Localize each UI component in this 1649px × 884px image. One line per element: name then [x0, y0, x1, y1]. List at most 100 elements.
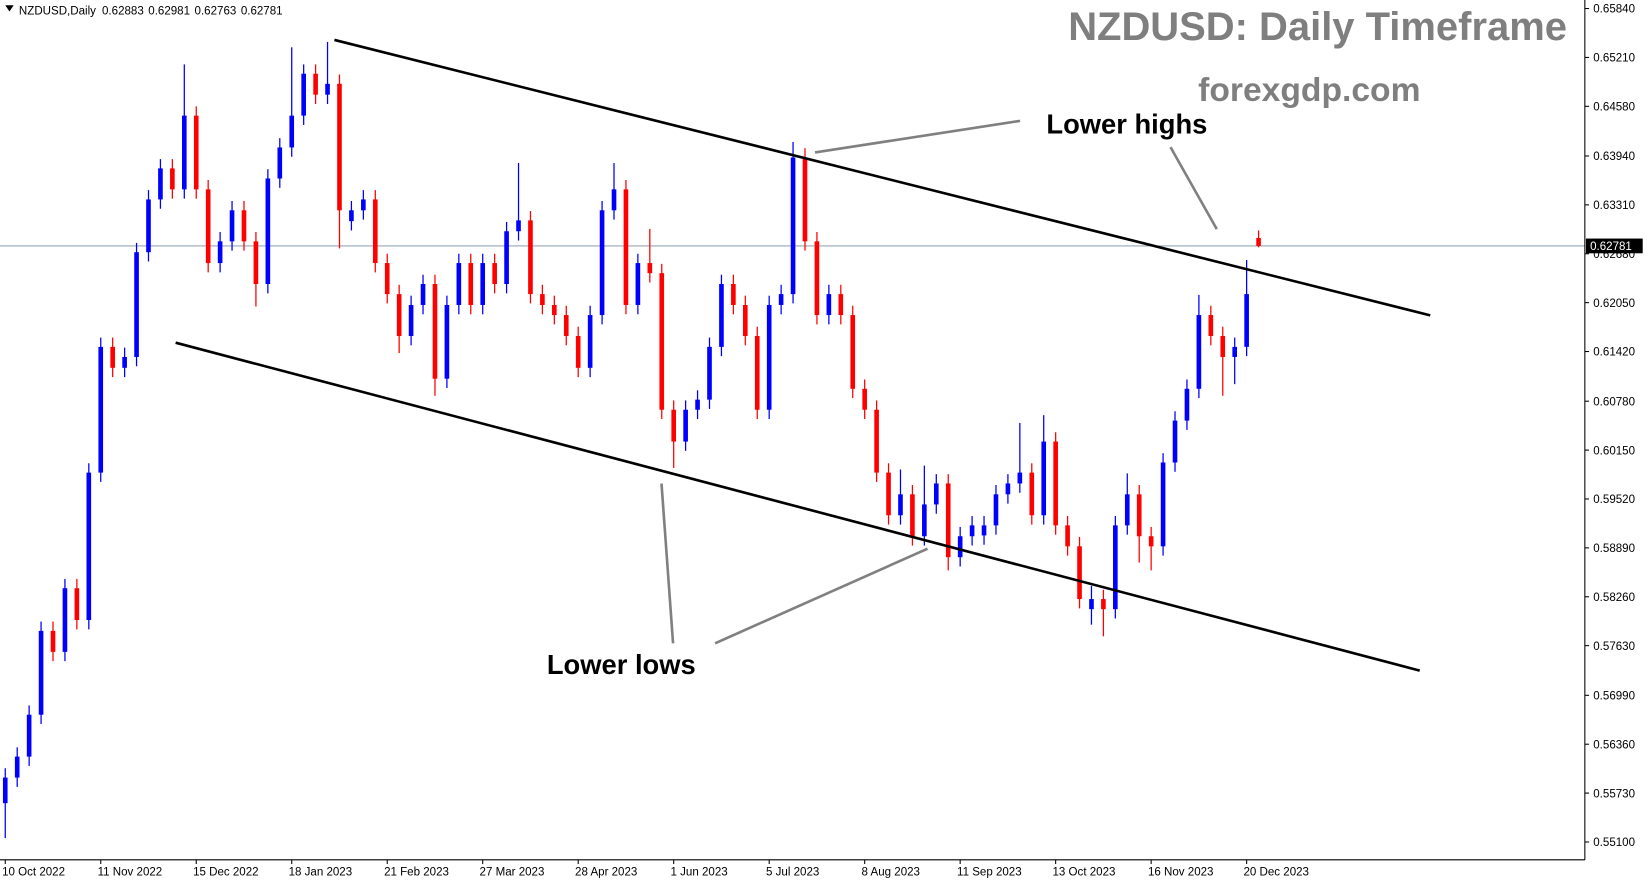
header-icon: [5, 5, 14, 12]
candle-body: [1089, 599, 1094, 610]
header-close: 0.62781: [241, 6, 283, 18]
x-tick-label: 11 Nov 2022: [98, 867, 163, 879]
candle-body: [862, 388, 867, 410]
candle-body: [349, 210, 354, 222]
candle-body: [158, 168, 163, 200]
candle-body: [253, 241, 259, 285]
x-tick-label: 27 Mar 2023: [480, 867, 545, 879]
candle-body: [945, 483, 951, 558]
y-tick-label: 0.57630: [1593, 641, 1635, 653]
candle-body: [1017, 472, 1023, 484]
candle-body: [1160, 462, 1166, 547]
candle-body: [325, 83, 330, 95]
symbol-label: NZDUSD,Daily: [19, 6, 96, 18]
candle-body: [26, 714, 32, 757]
upper-channel-line: [334, 38, 1431, 317]
candle-body: [874, 409, 879, 473]
y-tick-label: 0.65840: [1593, 4, 1635, 16]
candle-body: [38, 630, 44, 715]
candle-body: [170, 168, 175, 190]
candle-body: [754, 336, 760, 410]
header-open: 0.62883: [102, 6, 144, 18]
y-tick-label: 0.58260: [1593, 592, 1635, 604]
x-tick-label: 11 Sep 2023: [957, 867, 1022, 879]
header-high: 0.62981: [148, 6, 190, 18]
candle-body: [647, 263, 653, 274]
candle-body: [802, 157, 808, 242]
y-tick-label: 0.58890: [1593, 543, 1635, 555]
candle-body: [181, 115, 187, 190]
x-tick-label: 28 Apr 2023: [575, 867, 637, 879]
x-tick-label: 8 Aug 2023: [862, 867, 920, 879]
y-tick-label: 0.65210: [1593, 53, 1635, 65]
candle-body: [14, 756, 20, 778]
candle-body: [1256, 238, 1261, 246]
candle-body: [1101, 599, 1106, 610]
x-tick-label: 5 Jul 2023: [766, 867, 819, 879]
x-tick-label: 1 Jun 2023: [671, 867, 728, 879]
x-tick-label: 10 Oct 2022: [2, 867, 65, 879]
y-tick-label: 0.62050: [1593, 298, 1635, 310]
candle-body: [922, 504, 927, 537]
candle-body: [193, 115, 199, 190]
candle-body: [635, 263, 641, 305]
candle-body: [265, 178, 271, 285]
candle-body: [241, 210, 247, 242]
candle-body: [384, 263, 390, 295]
candle-body: [444, 304, 450, 379]
candle-body: [528, 220, 533, 295]
candle-body: [492, 263, 497, 285]
candle-body: [993, 494, 999, 526]
candle-body: [790, 157, 796, 295]
candle-body: [1053, 441, 1058, 526]
candle-body: [850, 315, 856, 389]
candle-body: [1065, 525, 1070, 547]
y-tick-label: 0.60150: [1593, 445, 1635, 457]
annotation: Lower lows: [547, 649, 696, 680]
y-tick-label: 0.56990: [1593, 691, 1635, 703]
candle-body: [1005, 483, 1011, 495]
candle-body: [1172, 420, 1178, 463]
candle-body: [50, 630, 56, 652]
pointer: [660, 483, 675, 644]
candle-body: [838, 294, 844, 316]
candle-body: [134, 252, 139, 357]
candle-body: [229, 210, 235, 242]
candle-body: [1136, 494, 1142, 537]
candle-body: [623, 189, 629, 305]
x-tick-label: 21 Feb 2023: [384, 867, 449, 879]
candle-body: [910, 494, 915, 537]
candle-body: [516, 220, 521, 232]
candle-body: [575, 336, 581, 368]
candle-body: [898, 494, 903, 516]
candle-body: [301, 73, 306, 116]
candle-body: [98, 346, 104, 473]
candles: [2, 41, 1261, 839]
pointer: [814, 119, 1021, 154]
candle-body: [408, 304, 414, 337]
y-tick-label: 0.62680: [1593, 249, 1635, 261]
annotation: Lower highs: [1046, 108, 1207, 139]
chart-subtitle: forexgdp.com: [1198, 72, 1420, 109]
candle-body: [1148, 536, 1154, 547]
candle-body: [313, 73, 318, 95]
candle-body: [456, 263, 462, 305]
candle-body: [420, 284, 426, 305]
price-label-box: [1585, 238, 1643, 254]
header-low: 0.62763: [195, 6, 237, 18]
candle-body: [146, 199, 151, 253]
pointer: [1169, 146, 1218, 230]
candle-body: [587, 315, 593, 368]
candle-body: [671, 409, 677, 442]
y-tick-label: 0.61420: [1593, 347, 1635, 359]
x-tick-label: 15 Dec 2022: [193, 867, 259, 879]
candle-body: [683, 409, 688, 442]
candle-body: [372, 199, 378, 264]
candle-body: [1196, 315, 1202, 389]
price-label: 0.62781: [1590, 241, 1632, 253]
candle-body: [122, 356, 127, 368]
candle-body: [1124, 494, 1130, 526]
axes: 0.65840 0.65210 0.64580 0.63940 0.63310 0.626…: [0, 4, 1635, 879]
candle-body: [1113, 525, 1118, 610]
